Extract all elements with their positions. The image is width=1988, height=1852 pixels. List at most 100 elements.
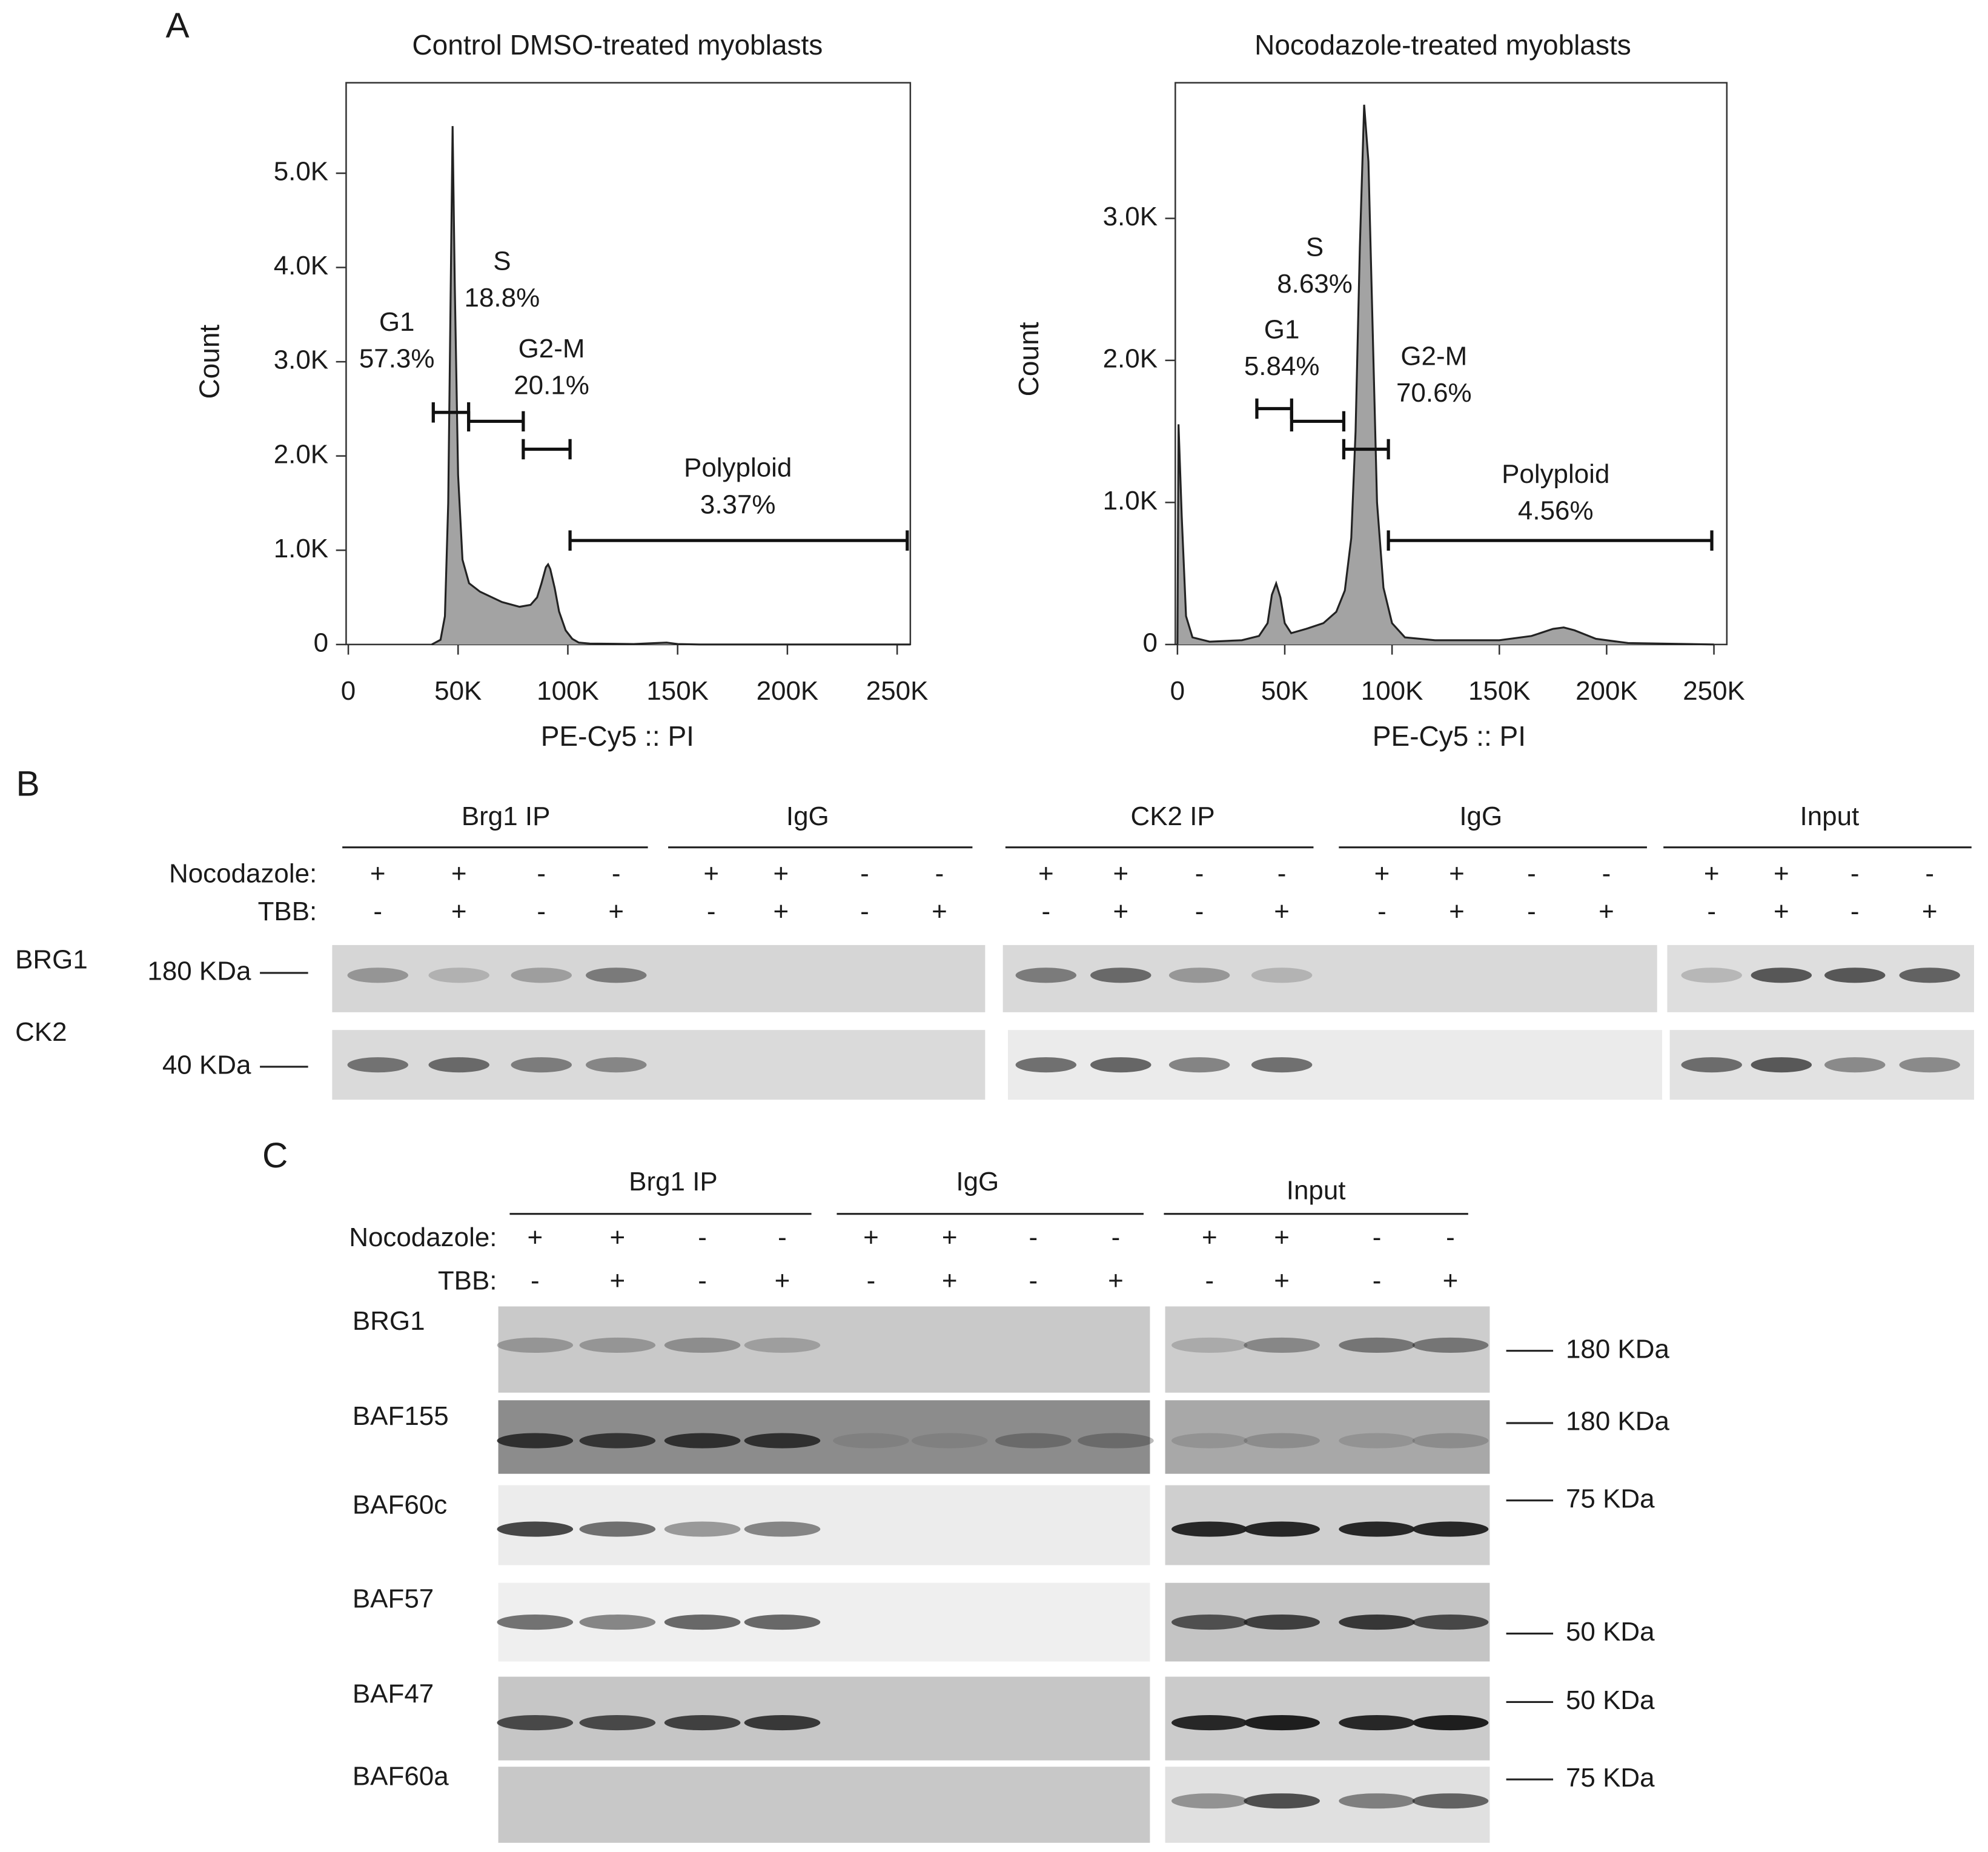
blot-band xyxy=(744,1715,821,1731)
y-tick-label: 1.0K xyxy=(1103,486,1158,516)
blot-band xyxy=(1168,967,1230,983)
lane-sign: + xyxy=(1202,1223,1218,1252)
x-tick-label: 150K xyxy=(646,676,709,706)
blot-band xyxy=(744,1337,821,1353)
group-header: CK2 IP xyxy=(1131,802,1215,831)
lane-sign: - xyxy=(1850,897,1860,926)
panel-letter: B xyxy=(16,765,40,804)
x-tick-label: 200K xyxy=(757,676,819,706)
row-label: TBB: xyxy=(258,897,317,926)
blot-strip xyxy=(498,1767,1150,1843)
gate-percent: 20.1% xyxy=(514,371,589,400)
lane-sign: + xyxy=(610,1223,626,1252)
gate-name: S xyxy=(493,246,511,276)
protein-label: BAF155 xyxy=(353,1401,449,1431)
marker-label: 40 KDa xyxy=(162,1050,251,1080)
protein-label: BAF60c xyxy=(353,1490,447,1520)
group-header: IgG xyxy=(786,802,829,831)
x-tick-label: 100K xyxy=(1361,676,1423,706)
lane-sign: + xyxy=(1108,1266,1124,1295)
x-tick-label: 100K xyxy=(537,676,599,706)
blot-band xyxy=(1681,1057,1742,1073)
blot-band xyxy=(1171,1337,1248,1353)
blot-band xyxy=(1339,1615,1415,1630)
marker-label: 180 KDa xyxy=(1566,1407,1670,1436)
gate-name: S xyxy=(1306,232,1324,262)
y-tick-label: 0 xyxy=(314,628,328,657)
blot-band xyxy=(347,1057,408,1073)
blot-band xyxy=(1251,967,1313,983)
blot-band xyxy=(744,1521,821,1537)
gate-name: G2-M xyxy=(519,334,585,363)
blot-band xyxy=(1412,1433,1489,1449)
lane-sign: - xyxy=(537,897,546,926)
lane-sign: - xyxy=(1373,1223,1382,1252)
lane-sign: - xyxy=(867,1266,876,1295)
x-tick-label: 0 xyxy=(1170,676,1185,706)
marker-label: 75 KDa xyxy=(1566,1484,1655,1513)
blot-band xyxy=(1244,1337,1320,1353)
lane-sign: + xyxy=(1038,858,1054,888)
lane-sign: - xyxy=(1195,858,1204,888)
blot-band xyxy=(1412,1337,1489,1353)
lane-sign: - xyxy=(698,1223,707,1252)
group-header: Input xyxy=(1287,1176,1346,1206)
gate-percent: 4.56% xyxy=(1518,496,1594,526)
y-tick-label: 5.0K xyxy=(274,157,328,187)
blot-band xyxy=(1244,1715,1320,1731)
protein-label: CK2 xyxy=(15,1017,67,1047)
blot-band xyxy=(428,967,489,983)
x-tick-label: 50K xyxy=(434,676,482,706)
blot-band xyxy=(497,1433,574,1449)
blot-band xyxy=(1751,967,1812,983)
lane-sign: + xyxy=(1599,897,1614,926)
lane-sign: - xyxy=(537,858,546,888)
blot-band xyxy=(1339,1337,1415,1353)
lane-sign: - xyxy=(1377,897,1387,926)
blot-band xyxy=(1078,1433,1154,1449)
lane-sign: + xyxy=(1113,897,1128,926)
marker-label: 180 KDa xyxy=(1566,1334,1670,1364)
blot-band xyxy=(1090,1057,1151,1073)
marker-label: 50 KDa xyxy=(1566,1617,1655,1647)
blot-strip xyxy=(332,944,986,1012)
lane-sign: - xyxy=(531,1266,540,1295)
lane-sign: + xyxy=(1774,858,1789,888)
lane-sign: + xyxy=(451,858,467,888)
lane-sign: - xyxy=(1029,1266,1038,1295)
blot-band xyxy=(428,1057,489,1073)
protein-label: BRG1 xyxy=(15,945,88,975)
lane-sign: + xyxy=(1113,858,1128,888)
lane-sign: - xyxy=(1925,858,1934,888)
marker-label: 180 KDa xyxy=(147,957,251,986)
blot-band xyxy=(1244,1615,1320,1630)
blot-band xyxy=(1412,1615,1489,1630)
blot-band xyxy=(511,1057,572,1073)
x-tick-label: 0 xyxy=(341,676,356,706)
lane-sign: + xyxy=(774,897,789,926)
protein-label: BAF47 xyxy=(353,1679,434,1709)
y-axis-label: Count xyxy=(194,324,225,399)
gate-name: G2-M xyxy=(1400,341,1467,371)
group-header: Input xyxy=(1800,802,1859,831)
lane-sign: - xyxy=(373,897,382,926)
x-axis-label: PE-Cy5 :: PI xyxy=(1373,720,1526,752)
lane-sign: + xyxy=(527,1223,543,1252)
blot-band xyxy=(664,1433,741,1449)
lane-sign: + xyxy=(942,1266,958,1295)
blot-band xyxy=(664,1337,741,1353)
lane-sign: + xyxy=(1274,1266,1290,1295)
y-tick-label: 3.0K xyxy=(274,345,328,375)
lane-sign: - xyxy=(1707,897,1716,926)
blot-band xyxy=(1412,1793,1489,1809)
blot-band xyxy=(1681,967,1742,983)
x-tick-label: 150K xyxy=(1468,676,1531,706)
protein-label: BAF57 xyxy=(353,1584,434,1614)
blot-band xyxy=(586,967,647,983)
blot-band xyxy=(1412,1521,1489,1537)
blot-band xyxy=(579,1615,656,1630)
gate-percent: 3.37% xyxy=(700,490,776,519)
blot-band xyxy=(1339,1433,1415,1449)
blot-band xyxy=(511,967,572,983)
lane-sign: + xyxy=(863,1223,879,1252)
